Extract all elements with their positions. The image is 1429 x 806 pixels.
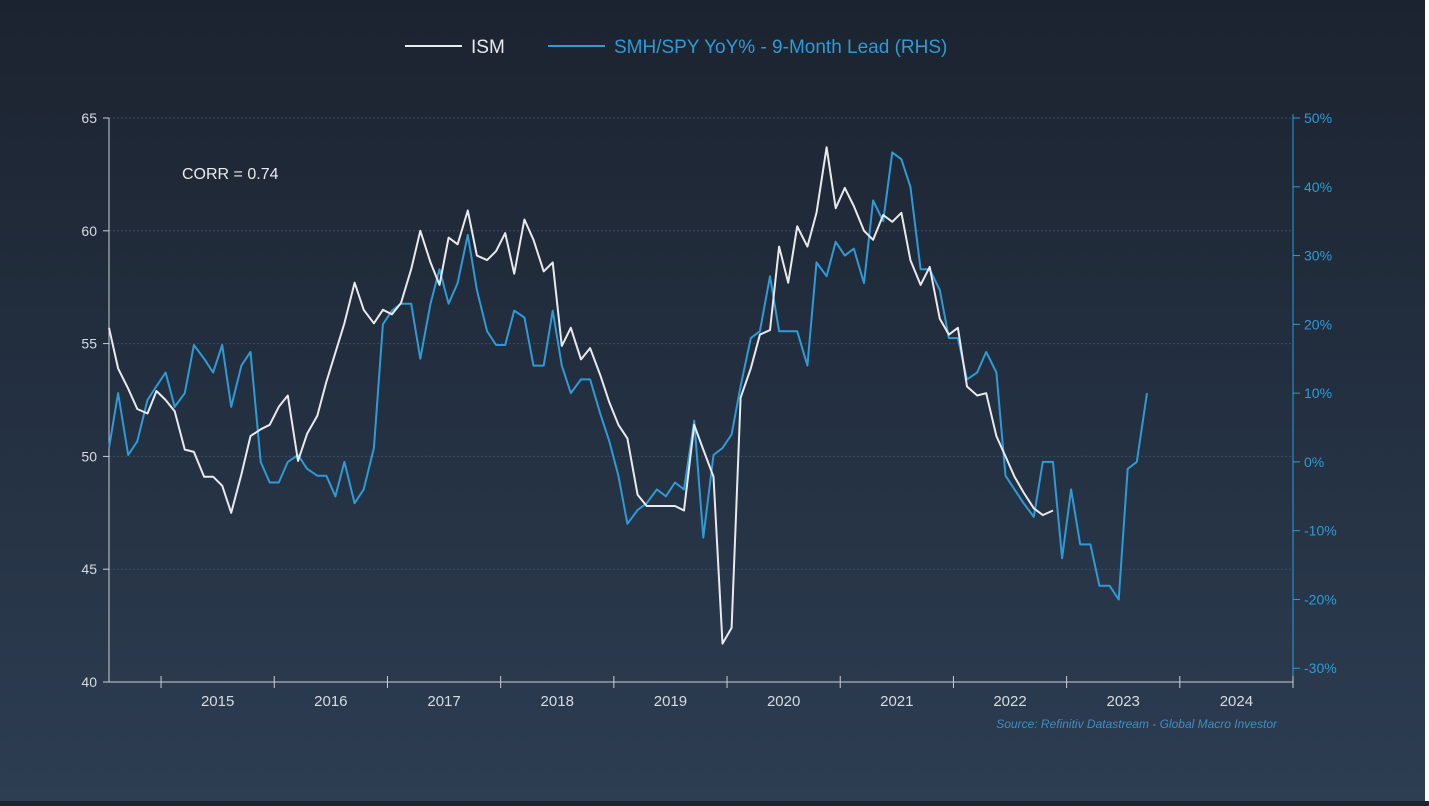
x-axis-tick-label: 2020 [767, 693, 800, 710]
right-axis-tick-label: 50% [1304, 110, 1332, 126]
series-line-smh-spy [108, 151, 1148, 601]
left-axis-tick-label: 45 [81, 561, 97, 577]
right-edge-strip [1425, 0, 1429, 801]
axes: 40 45 50 55 60 65 -30% -20% -10% 0% 10% 20% 30% 40% 50… [81, 110, 1336, 710]
right-axis-tick-label: 30% [1304, 248, 1332, 264]
x-axis-tick-label: 2023 [1107, 693, 1140, 710]
x-axis-tick-label: 2015 [201, 693, 234, 710]
legend: ISM SMH/SPY YoY% - 9-Month Lead (RHS) [405, 37, 947, 58]
gridlines [109, 117, 1293, 570]
right-axis-tick-label: 10% [1304, 385, 1332, 401]
correlation-annotation: CORR = 0.74 [182, 166, 279, 183]
right-axis-tick-label: 40% [1304, 179, 1332, 195]
right-axis-tick-label: 20% [1304, 316, 1332, 332]
series-lines [108, 146, 1148, 645]
right-axis-tick-label: -10% [1304, 523, 1337, 539]
left-axis-tick-label: 65 [81, 110, 97, 126]
left-axis-tick-label: 50 [81, 448, 97, 464]
x-axis-tick-label: 2019 [654, 693, 687, 710]
left-axis-tick-label: 40 [81, 674, 97, 690]
legend-label-smh-spy: SMH/SPY YoY% - 9-Month Lead (RHS) [614, 37, 947, 58]
x-axis-tick-label: 2018 [541, 693, 574, 710]
left-axis-tick-label: 60 [81, 223, 97, 239]
x-axis-tick-label: 2021 [880, 693, 913, 710]
x-axis-tick-label: 2017 [427, 693, 460, 710]
x-axis-tick-label: 2022 [993, 693, 1026, 710]
right-axis-tick-label: 0% [1304, 454, 1324, 470]
left-axis-tick-label: 55 [81, 336, 97, 352]
source-note: Source: Refinitiv Datastream - Global Ma… [996, 717, 1278, 731]
legend-label-ism: ISM [471, 37, 505, 58]
x-axis-tick-label: 2016 [314, 693, 347, 710]
series-line-ism [108, 146, 1054, 645]
right-axis-tick-label: -20% [1304, 591, 1337, 607]
right-axis-tick-label: -30% [1304, 660, 1337, 676]
x-axis-tick-label: 2024 [1220, 693, 1253, 710]
